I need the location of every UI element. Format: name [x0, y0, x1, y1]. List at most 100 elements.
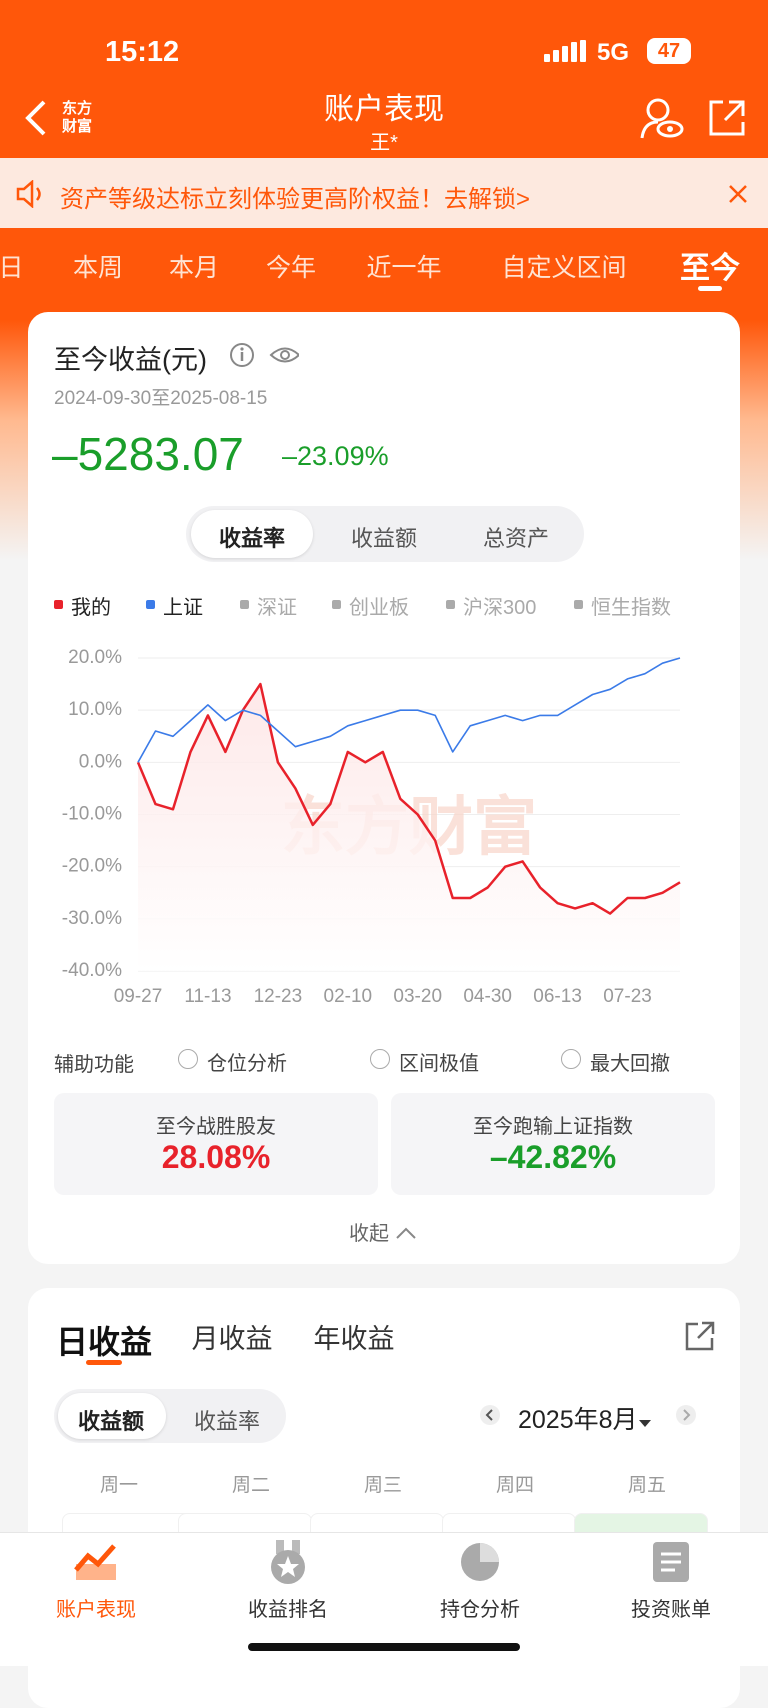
next-month[interactable] [676, 1405, 696, 1425]
x-tick-label: 07-23 [603, 986, 652, 1007]
stat-box [54, 1093, 378, 1195]
stat-value: –42.82% [489, 1139, 617, 1175]
aux-option[interactable]: 最大回撤 [590, 1053, 670, 1075]
weekday: 周二 [231, 1475, 270, 1496]
legend-label[interactable]: 我的 [71, 597, 111, 619]
month-label[interactable]: 2025年8月 [518, 1406, 638, 1434]
x-tick-label: 02-10 [324, 986, 373, 1007]
y-tick-label: -10.0% [62, 804, 122, 825]
collapse-text[interactable]: 收起 [349, 1223, 389, 1245]
share-icon[interactable] [707, 98, 747, 138]
close-icon[interactable] [728, 184, 748, 204]
brand-line: 东方 [62, 100, 93, 117]
brand-line: 财富 [62, 118, 93, 135]
period-tab[interactable]: 本月 [168, 254, 219, 282]
month-picker[interactable]: 2025年8月 [518, 1400, 652, 1436]
legend-swatch [332, 600, 341, 609]
network-label: 5G [597, 39, 630, 66]
legend-label[interactable]: 创业板 [349, 597, 409, 619]
area-fill [138, 684, 680, 971]
aux-option[interactable]: 仓位分析 [207, 1053, 287, 1075]
series-line [137, 657, 681, 763]
x-tick-label: 11-13 [184, 986, 231, 1007]
x-tick-label: 12-23 [254, 986, 303, 1007]
nav-icon-holdings[interactable] [460, 1542, 500, 1582]
page-subtitle: 王* [370, 132, 398, 154]
legend-label[interactable]: 上证 [163, 597, 203, 619]
radio[interactable] [178, 1049, 198, 1069]
period-tab[interactable]: 近一年 [366, 254, 442, 282]
radio[interactable] [370, 1049, 390, 1069]
speaker-icon [16, 180, 41, 208]
daily-tab[interactable]: 年收益 [313, 1324, 395, 1354]
metric-tab[interactable]: 收益率 [218, 526, 285, 551]
status-time: 15:12 [105, 36, 180, 68]
info-eye-icons[interactable] [229, 342, 299, 372]
tab-underline [698, 286, 722, 291]
nav-label[interactable]: 账户表现 [56, 1599, 136, 1621]
date-range: 2024-09-30至2025-08-15 [54, 388, 268, 409]
x-tick-label: 03-20 [393, 986, 442, 1007]
stat-value: 28.08% [161, 1139, 271, 1175]
period-tab[interactable]: 日 [0, 254, 24, 282]
metric-tab[interactable]: 收益额 [350, 526, 417, 551]
daily-tab[interactable]: 日收益 [55, 1324, 152, 1360]
home-indicator [248, 1643, 520, 1651]
period-tab[interactable]: 自定义区间 [501, 254, 627, 282]
tab-underline [86, 1360, 122, 1365]
return-rate: –23.09% [282, 441, 389, 471]
daily-tab[interactable]: 月收益 [191, 1324, 273, 1354]
privacy-icon[interactable] [640, 98, 684, 140]
brand-logo: 东方 财富 [62, 100, 92, 136]
toggle-item[interactable]: 收益率 [193, 1409, 260, 1434]
aux-option[interactable]: 区间极值 [399, 1053, 479, 1075]
period-tab[interactable]: 今年 [265, 254, 316, 282]
toggle-item[interactable]: 收益额 [77, 1409, 144, 1434]
legend-swatch [240, 600, 249, 609]
nav-icon-bills[interactable] [653, 1542, 689, 1582]
nav-icon-ranking[interactable] [268, 1540, 308, 1586]
prev-month[interactable] [480, 1405, 500, 1425]
export-icon[interactable] [684, 1320, 716, 1352]
stat-label: 至今跑输上证指数 [473, 1116, 633, 1138]
banner-text[interactable]: 资产等级达标立刻体验更高阶权益！去解锁> [60, 186, 531, 213]
stat-box [391, 1093, 715, 1195]
legend-swatch [146, 600, 155, 609]
y-tick-label: -40.0% [62, 960, 122, 981]
legend-label[interactable]: 深证 [257, 597, 297, 619]
nav-icon-performance[interactable] [74, 1542, 118, 1582]
legend-swatch [574, 600, 583, 609]
nav-label[interactable]: 投资账单 [631, 1599, 711, 1621]
x-tick-label: 04-30 [463, 986, 512, 1007]
dropdown-icon [638, 1420, 651, 1427]
weekday: 周一 [99, 1475, 138, 1496]
banner[interactable] [0, 158, 768, 228]
y-tick-label: -20.0% [62, 856, 122, 877]
series-line [136, 682, 681, 915]
period-tab[interactable]: 本周 [72, 254, 123, 282]
nav-label[interactable]: 收益排名 [248, 1599, 328, 1621]
back-button[interactable] [24, 100, 48, 136]
y-tick-label: -30.0% [62, 908, 122, 929]
stat-label: 至今战胜股友 [156, 1116, 276, 1138]
toggle-active [58, 1393, 166, 1439]
summary-title: 至今收益(元) [54, 345, 207, 375]
battery: 47 [647, 38, 691, 64]
period-tab[interactable]: 至今 [680, 252, 740, 285]
collapse-button[interactable]: 收起 [349, 1217, 417, 1246]
total-return: –5283.07 [52, 428, 244, 480]
y-tick-label: 0.0% [79, 751, 122, 772]
legend-swatch [54, 600, 63, 609]
legend-label[interactable]: 沪深300 [463, 597, 537, 619]
signal-icon [544, 40, 586, 62]
aux-label: 辅助功能 [54, 1054, 134, 1076]
nav-label[interactable]: 持仓分析 [440, 1599, 520, 1621]
metric-tab[interactable]: 总资产 [482, 526, 549, 551]
weekday: 周三 [363, 1475, 402, 1496]
legend-label[interactable]: 恒生指数 [591, 597, 671, 619]
y-tick-label: 20.0% [68, 647, 122, 668]
y-tick-label: 10.0% [68, 699, 122, 720]
radio[interactable] [561, 1049, 581, 1069]
weekday: 周五 [627, 1475, 666, 1496]
